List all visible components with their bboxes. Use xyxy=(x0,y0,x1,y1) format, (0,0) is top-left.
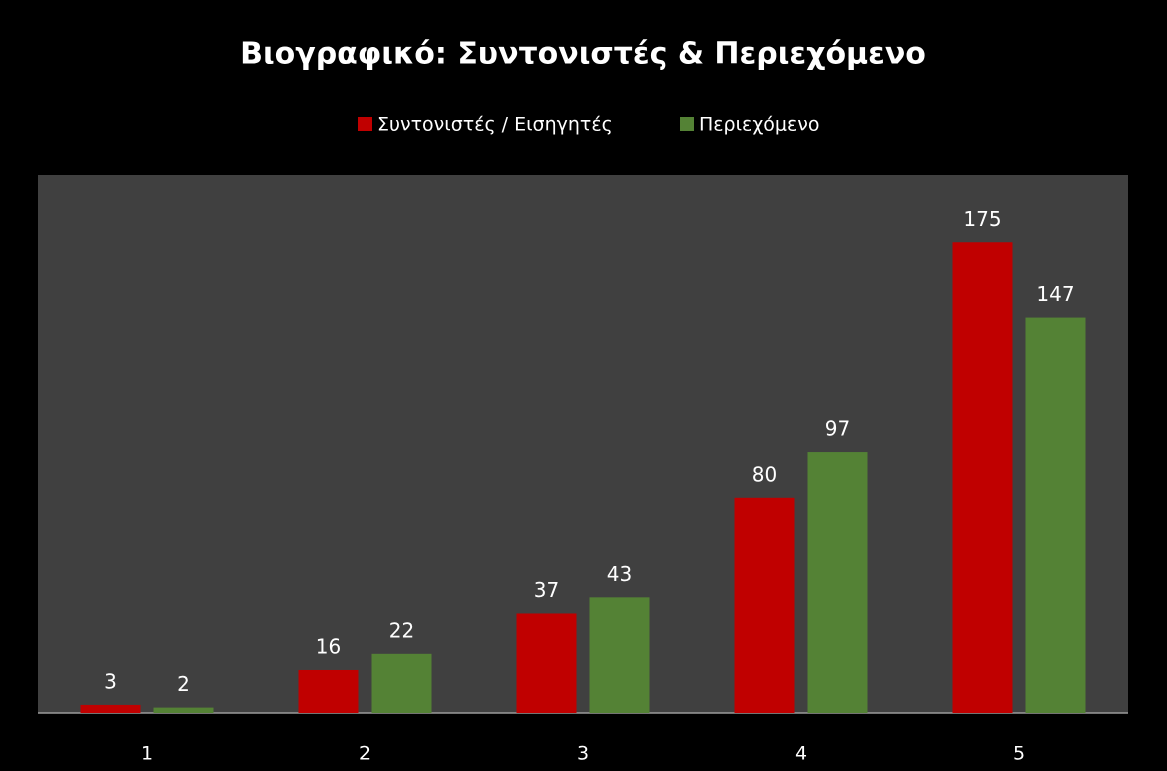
x-tick-label: 4 xyxy=(795,743,807,765)
bar xyxy=(80,704,141,713)
data-label: 16 xyxy=(316,634,341,658)
bar xyxy=(589,597,650,713)
data-label: 37 xyxy=(534,578,559,602)
chart-title: Βιογραφικό: Συντονιστές & Περιεχόμενο xyxy=(240,37,926,72)
bar xyxy=(516,613,577,713)
bar xyxy=(807,452,868,713)
data-label: 80 xyxy=(752,462,777,486)
bar xyxy=(153,707,214,713)
x-tick-label: 3 xyxy=(577,743,589,765)
legend-swatch xyxy=(680,117,694,131)
x-tick-label: 2 xyxy=(359,743,371,765)
bar xyxy=(371,653,432,713)
legend-label: Περιεχόμενο xyxy=(699,114,820,136)
plot-area xyxy=(38,175,1128,713)
x-tick-label: 1 xyxy=(141,743,153,765)
bar xyxy=(952,242,1013,713)
data-label: 147 xyxy=(1036,282,1074,306)
bar xyxy=(1025,317,1086,713)
bar xyxy=(298,669,359,713)
data-label: 3 xyxy=(104,669,117,693)
data-label: 175 xyxy=(963,207,1001,231)
bar xyxy=(734,497,795,713)
legend-label: Συντονιστές / Εισηγητές xyxy=(377,114,613,136)
data-label: 97 xyxy=(825,417,850,441)
legend-swatch xyxy=(358,117,372,131)
data-label: 43 xyxy=(607,562,632,586)
x-tick-label: 5 xyxy=(1013,743,1025,765)
data-label: 2 xyxy=(177,672,190,696)
data-label: 22 xyxy=(389,618,414,642)
